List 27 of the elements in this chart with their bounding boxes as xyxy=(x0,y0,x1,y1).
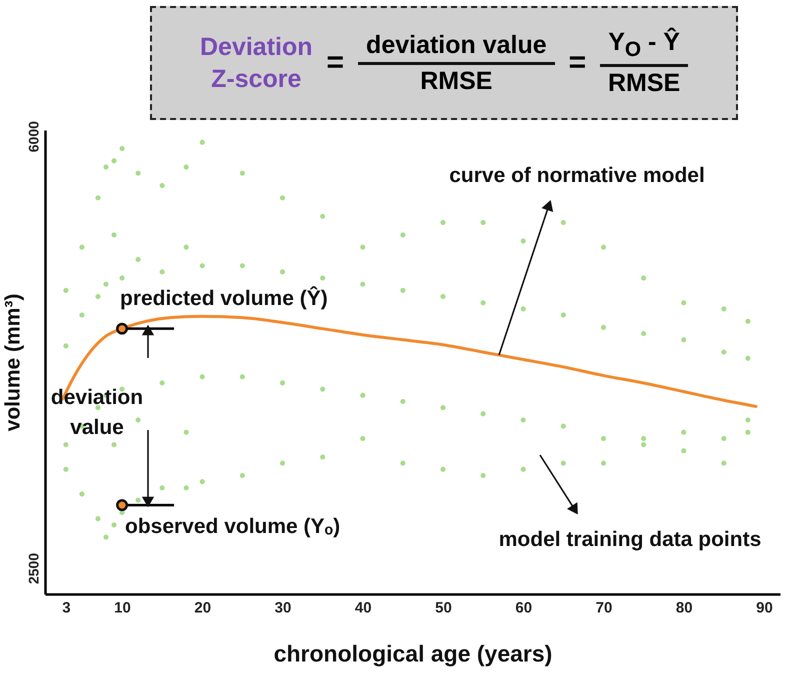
text: RMSE xyxy=(420,66,492,96)
annotation: deviation value xyxy=(50,386,144,439)
x-tick-label: 40 xyxy=(354,600,372,616)
annotation: model training data points xyxy=(498,528,762,551)
text: deviation value xyxy=(358,30,555,64)
text: Deviation xyxy=(200,32,313,60)
annotation: predicted volume (Ŷ) xyxy=(120,286,328,310)
text: Y$_{O}$ - Ŷ xyxy=(600,28,688,67)
y-axis-title: volume (mm³) xyxy=(2,294,24,432)
x-tick-label: 80 xyxy=(676,600,693,616)
text: Z-score xyxy=(211,65,302,93)
x-tick-label: 30 xyxy=(274,600,292,616)
x-tick-label: 90 xyxy=(756,600,773,616)
text: RMSE xyxy=(608,68,680,98)
y-tick-label: 2500 xyxy=(26,552,42,584)
annotation: curve of normative model xyxy=(449,164,705,187)
x-tick-label: 20 xyxy=(194,600,212,616)
x-tick-label: 3 xyxy=(62,600,71,616)
text: = xyxy=(326,46,344,80)
text: = xyxy=(568,46,586,80)
y-tick-label: 6000 xyxy=(26,120,42,152)
annotation: observed volume (Yₒ) xyxy=(125,515,340,538)
x-tick-label: 60 xyxy=(515,600,532,616)
x-tick-label: 70 xyxy=(596,600,612,616)
x-axis-title: chronological age (years) xyxy=(274,640,552,666)
x-tick-label: 50 xyxy=(435,600,452,616)
x-tick-label: 10 xyxy=(114,600,131,616)
